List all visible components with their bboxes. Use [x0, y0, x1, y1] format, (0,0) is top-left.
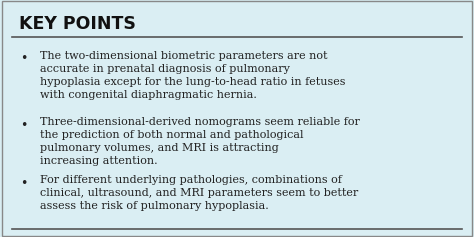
Text: The two-dimensional biometric parameters are not
accurate in prenatal diagnosis : The two-dimensional biometric parameters…	[40, 51, 346, 100]
Text: •: •	[20, 177, 27, 190]
Text: For different underlying pathologies, combinations of
clinical, ultrasound, and : For different underlying pathologies, co…	[40, 175, 358, 211]
Text: •: •	[20, 52, 27, 65]
Text: KEY POINTS: KEY POINTS	[19, 15, 136, 33]
Text: •: •	[20, 118, 27, 132]
Text: Three-dimensional-derived nomograms seem reliable for
the prediction of both nor: Three-dimensional-derived nomograms seem…	[40, 117, 360, 166]
